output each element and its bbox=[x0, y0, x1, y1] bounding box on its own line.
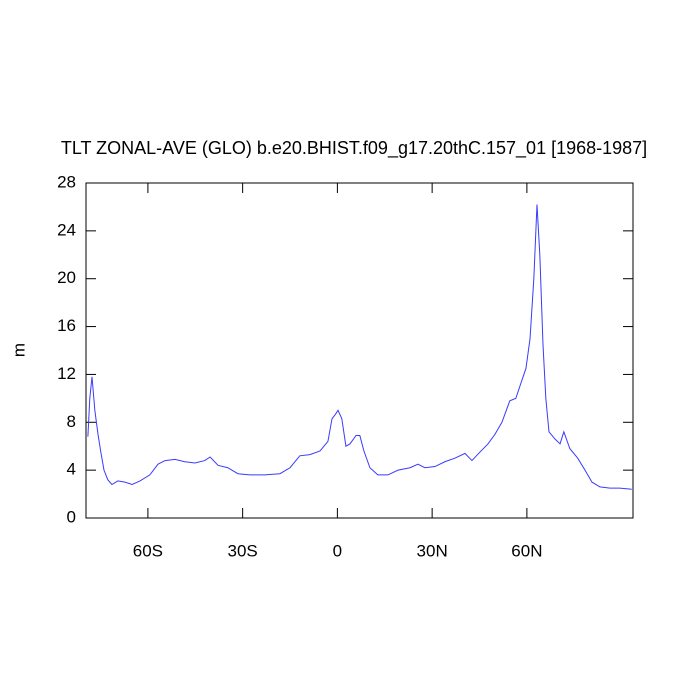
data-line bbox=[87, 204, 632, 490]
x-tick-label: 0 bbox=[333, 541, 342, 560]
y-tick-label: 24 bbox=[57, 220, 76, 239]
y-tick-label: 20 bbox=[57, 268, 76, 287]
y-tick-label: 8 bbox=[67, 412, 76, 431]
x-tick-label: 30S bbox=[228, 541, 258, 560]
x-tick-label: 30N bbox=[417, 541, 448, 560]
y-tick-label: 4 bbox=[67, 460, 76, 479]
x-tick-label: 60N bbox=[511, 541, 542, 560]
y-tick-label: 28 bbox=[57, 172, 76, 191]
x-tick-label: 60S bbox=[133, 541, 163, 560]
y-axis-label: m bbox=[9, 343, 28, 357]
y-tick-label: 12 bbox=[57, 364, 76, 383]
plot-frame bbox=[85, 182, 634, 519]
y-tick-label: 0 bbox=[67, 507, 76, 526]
chart-title: TLT ZONAL-AVE (GLO) b.e20.BHIST.f09_g17.… bbox=[61, 138, 647, 159]
y-tick-label: 16 bbox=[57, 316, 76, 335]
